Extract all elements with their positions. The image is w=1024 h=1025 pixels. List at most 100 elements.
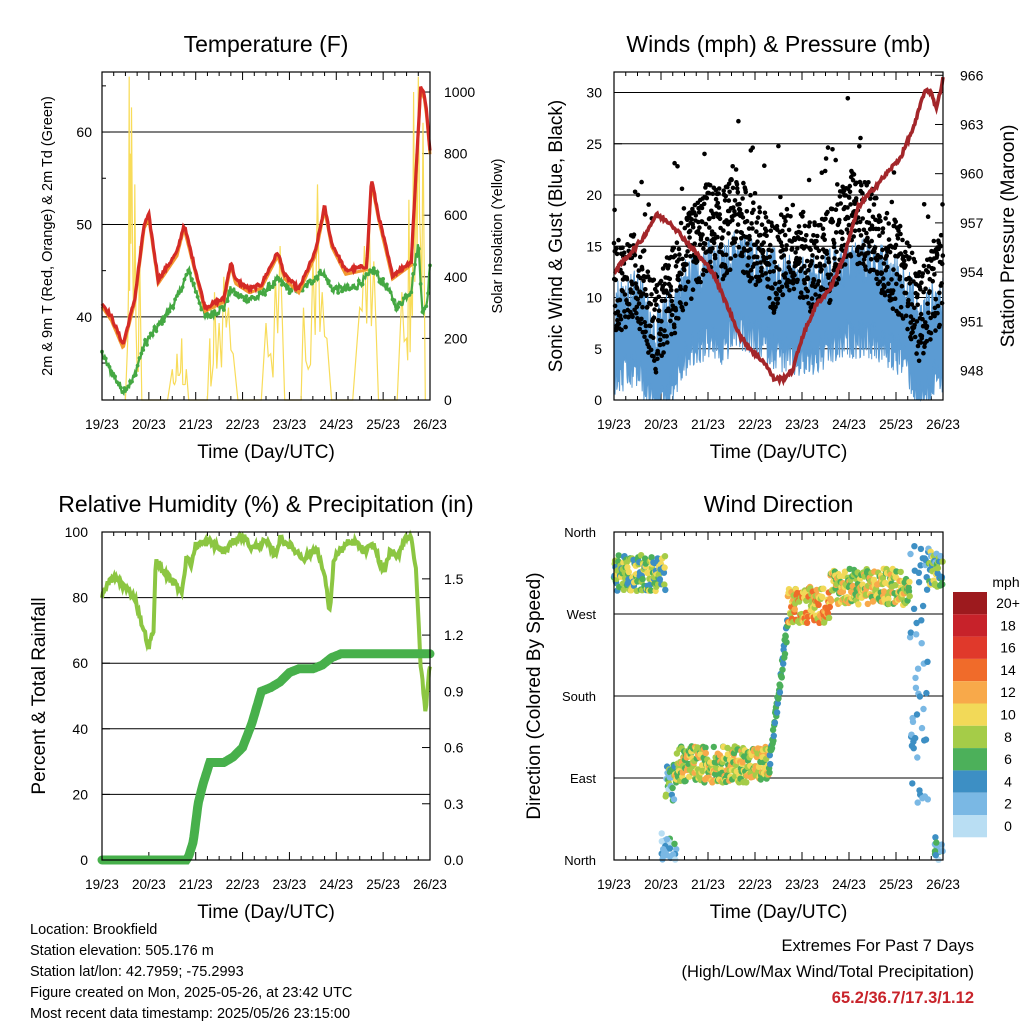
x-tick-label: 25/23 <box>879 417 913 432</box>
direction-point <box>766 769 773 776</box>
gust-point <box>908 314 914 319</box>
gust-point <box>859 182 864 188</box>
dewpoint-point <box>270 285 275 290</box>
gust-point <box>769 248 774 253</box>
dewpoint-point <box>369 269 374 273</box>
gust-point <box>868 196 873 201</box>
gust-point <box>832 256 837 261</box>
gust-point <box>631 232 637 237</box>
gust-point <box>643 323 649 329</box>
gust-point <box>669 312 675 318</box>
gust-point <box>866 180 871 185</box>
dewpoint-point <box>343 288 348 292</box>
y2-tick-label: 1000 <box>444 84 475 100</box>
gust-point <box>696 219 701 225</box>
y2-tick-label: 0 <box>444 392 452 408</box>
direction-point <box>804 613 811 620</box>
gust-point <box>897 274 903 280</box>
gust-point <box>931 238 937 244</box>
gust-point <box>715 234 720 240</box>
dewpoint-point <box>150 333 155 338</box>
gust-point <box>912 334 918 340</box>
gust-point <box>922 344 927 350</box>
y2-axis-label: Solar Insolation (Yellow) <box>490 158 506 313</box>
gust-point <box>846 215 851 221</box>
gust-point <box>865 250 871 256</box>
dewpoint-point <box>126 384 131 389</box>
legend-swatch <box>953 725 987 749</box>
y-axis-label: Percent & Total Rainfall <box>29 597 50 794</box>
gust-point <box>680 307 686 313</box>
gust-point <box>804 233 809 238</box>
direction-point <box>615 552 622 559</box>
dewpoint-point <box>193 290 198 294</box>
dewpoint-point <box>152 324 157 329</box>
direction-point <box>911 543 918 550</box>
gust-point <box>614 251 620 257</box>
dewpoint-point <box>356 278 361 283</box>
gust-point <box>784 284 790 289</box>
dewpoint-point <box>311 279 316 283</box>
direction-point <box>870 598 877 605</box>
direction-point <box>918 724 926 732</box>
gust-point <box>921 202 927 207</box>
x-tick-label: 22/23 <box>226 877 260 892</box>
direction-point <box>702 744 709 751</box>
gust-point <box>823 156 829 161</box>
dewpoint-point <box>186 268 191 273</box>
gust-point <box>780 228 785 234</box>
dewpoint-point <box>182 277 187 282</box>
direction-point <box>914 665 922 672</box>
gust-point <box>903 290 909 296</box>
dewpoint-point <box>139 351 144 356</box>
gust-point <box>665 340 670 345</box>
gust-point <box>863 267 869 272</box>
legend-label: 6 <box>1004 751 1012 767</box>
gust-point <box>839 230 845 235</box>
gust-point <box>676 316 681 321</box>
dewpoint-point <box>259 291 264 296</box>
gust-point <box>901 254 906 259</box>
gust-point <box>658 278 664 284</box>
gust-point <box>811 233 816 238</box>
direction-point <box>768 744 776 752</box>
gust-point <box>809 296 815 301</box>
gust-point <box>700 272 706 277</box>
x-tick-label: 19/23 <box>597 877 631 892</box>
gust-point <box>711 240 717 246</box>
gust-point <box>847 183 853 189</box>
gust-point <box>826 275 831 281</box>
gust-point <box>907 281 913 286</box>
gust-point <box>763 215 769 220</box>
gust-point <box>723 252 729 258</box>
y-tick-label: 20 <box>586 187 602 203</box>
direction-point <box>682 777 689 785</box>
gust-point <box>804 294 810 300</box>
x-tick-label: 23/23 <box>785 417 819 432</box>
gust-point <box>633 281 638 286</box>
direction-point <box>673 846 680 853</box>
direction-point <box>670 796 678 803</box>
gust-point <box>680 256 685 262</box>
y-tick-label: West <box>567 607 597 622</box>
gust-point <box>754 261 760 266</box>
gust-point <box>924 324 930 329</box>
gust-point <box>654 289 659 295</box>
gust-point <box>803 244 809 249</box>
y-tick-label: 30 <box>586 85 602 101</box>
direction-point <box>820 585 827 592</box>
plot-border <box>613 531 944 861</box>
gust-point <box>643 329 648 335</box>
gust-point <box>683 253 689 258</box>
gust-point <box>920 271 926 276</box>
direction-point <box>671 840 678 847</box>
gust-point <box>707 225 712 230</box>
gust-point <box>716 191 721 196</box>
direction-point <box>906 592 913 600</box>
gust-point <box>717 216 723 222</box>
gust-point <box>614 246 619 251</box>
direction-point <box>766 752 773 759</box>
dewpoint-line <box>100 244 432 397</box>
gust-point <box>677 252 682 257</box>
y-tick-label: 50 <box>76 216 92 232</box>
